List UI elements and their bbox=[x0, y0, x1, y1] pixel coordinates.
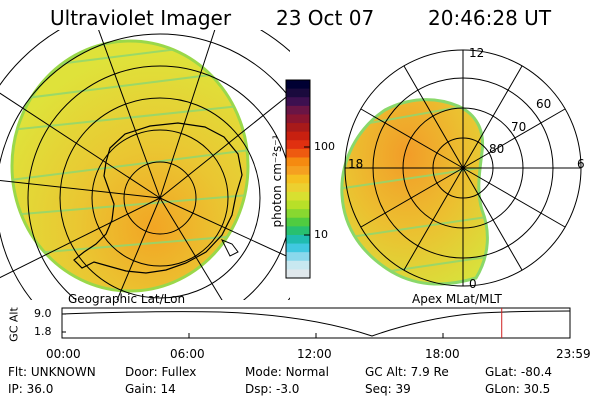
colorbar-ticks bbox=[304, 146, 310, 236]
colorbar bbox=[285, 79, 311, 279]
lat-label-70: 70 bbox=[511, 120, 527, 134]
info-flt-value: UNKNOWN bbox=[30, 365, 96, 379]
info-door: Door: Fullex bbox=[125, 365, 196, 379]
info-ip: IP: 36.0 bbox=[8, 382, 53, 396]
left-lat-circles bbox=[0, 30, 290, 300]
colorbar-cell bbox=[286, 217, 310, 227]
colorbar-cell bbox=[286, 166, 310, 176]
mlt-label-0: 0 bbox=[469, 277, 477, 291]
info-door-value: Fullex bbox=[161, 365, 197, 379]
info-ip-label: IP: bbox=[8, 382, 23, 396]
timeline-y-tick-1-8: 1.8 bbox=[34, 325, 52, 338]
info-dsp: Dsp: -3.0 bbox=[245, 382, 299, 396]
colorbar-cell bbox=[286, 148, 310, 159]
right-map-caption: Apex MLat/MLT bbox=[412, 292, 502, 306]
colorbar-cell bbox=[286, 88, 310, 98]
info-gc-alt: GC Alt: 7.9 Re bbox=[365, 365, 449, 379]
info-mode-value: Normal bbox=[285, 365, 329, 379]
left-coastline-islands bbox=[220, 239, 239, 257]
lat-label-60: 60 bbox=[536, 97, 552, 111]
colorbar-cell bbox=[286, 80, 310, 90]
colorbar-cell bbox=[286, 243, 310, 253]
info-gain-value: 14 bbox=[160, 382, 176, 396]
colorbar-cell bbox=[286, 252, 310, 262]
info-glat: GLat: -80.4 bbox=[485, 365, 552, 379]
colorbar-unit-label: photon cm⁻²s⁻¹ bbox=[270, 134, 284, 228]
timeline-x-tick-1800: 18:00 bbox=[425, 347, 460, 361]
geographic-map bbox=[0, 30, 290, 300]
info-gc-alt-label: GC Alt: bbox=[365, 365, 407, 379]
colorbar-cell bbox=[286, 260, 310, 270]
instrument-title: Ultraviolet Imager bbox=[50, 6, 232, 30]
timeline-x-ticks bbox=[61, 313, 571, 338]
colorbar-cell bbox=[286, 269, 310, 279]
colorbar-cell bbox=[286, 174, 310, 184]
timeline-axis-label: GC Alt bbox=[7, 307, 21, 342]
info-glat-value: -80.4 bbox=[520, 365, 552, 379]
timeline-x-tick-0000: 00:00 bbox=[46, 347, 81, 361]
info-gc-alt-value: 7.9 Re bbox=[410, 365, 449, 379]
colorbar-cell bbox=[286, 131, 310, 141]
colorbar-frame bbox=[285, 79, 311, 279]
colorbar-cell bbox=[286, 226, 310, 236]
left-map-caption: Geographic Lat/Lon bbox=[68, 292, 186, 306]
lat-label-80: 80 bbox=[489, 142, 505, 156]
date-label: 23 Oct 07 bbox=[276, 6, 375, 30]
colorbar-cell bbox=[286, 209, 310, 219]
colorbar-cell bbox=[286, 140, 310, 150]
colorbar-cell bbox=[286, 114, 310, 124]
colorbar-tick-100: 100 bbox=[314, 140, 335, 153]
info-glat-label: GLat: bbox=[485, 365, 518, 379]
info-dsp-value: -3.0 bbox=[275, 382, 300, 396]
info-glon-value: 30.5 bbox=[523, 382, 551, 396]
colorbar-cell bbox=[286, 97, 310, 107]
mlt-label-18: 18 bbox=[348, 157, 364, 171]
orbit-timeline bbox=[61, 307, 571, 339]
info-dsp-label: Dsp: bbox=[245, 382, 273, 396]
colorbar-cells bbox=[286, 80, 310, 279]
info-ip-value: 36.0 bbox=[26, 382, 54, 396]
apex-polar-map bbox=[340, 49, 582, 287]
colorbar-cell bbox=[286, 191, 310, 202]
colorbar-cell bbox=[286, 183, 310, 193]
info-mode-label: Mode: bbox=[245, 365, 282, 379]
timeline-y-tick-9: 9.0 bbox=[34, 307, 52, 320]
altitude-curve bbox=[61, 310, 571, 337]
colorbar-cell bbox=[286, 105, 310, 116]
timeline-x-tick-0600: 06:00 bbox=[170, 347, 205, 361]
info-mode: Mode: Normal bbox=[245, 365, 329, 379]
timeline-x-tick-2359: 23:59 bbox=[556, 347, 591, 361]
info-flt-label: Flt: bbox=[8, 365, 27, 379]
info-seq: Seq: 39 bbox=[365, 382, 411, 396]
timeline-x-tick-1200: 12:00 bbox=[297, 347, 332, 361]
mlt-label-12: 12 bbox=[469, 46, 485, 60]
colorbar-tick-10: 10 bbox=[314, 228, 328, 241]
right-mlt-spokes bbox=[345, 50, 581, 286]
info-flt: Flt: UNKNOWN bbox=[8, 365, 96, 379]
info-seq-label: Seq: bbox=[365, 382, 392, 396]
colorbar-cell bbox=[286, 200, 310, 210]
right-emission-oval bbox=[340, 98, 489, 286]
info-gain-label: Gain: bbox=[125, 382, 157, 396]
info-glon: GLon: 30.5 bbox=[485, 382, 550, 396]
info-door-label: Door: bbox=[125, 365, 158, 379]
time-label: 20:46:28 UT bbox=[428, 6, 552, 30]
left-meridians bbox=[0, 30, 290, 300]
colorbar-cell bbox=[286, 157, 310, 167]
colorbar-cell bbox=[286, 123, 310, 133]
info-seq-value: 39 bbox=[395, 382, 411, 396]
colorbar-cell bbox=[286, 234, 310, 245]
left-coastline bbox=[73, 122, 243, 274]
mlt-label-6: 6 bbox=[577, 157, 585, 171]
info-glon-label: GLon: bbox=[485, 382, 520, 396]
info-gain: Gain: 14 bbox=[125, 382, 176, 396]
